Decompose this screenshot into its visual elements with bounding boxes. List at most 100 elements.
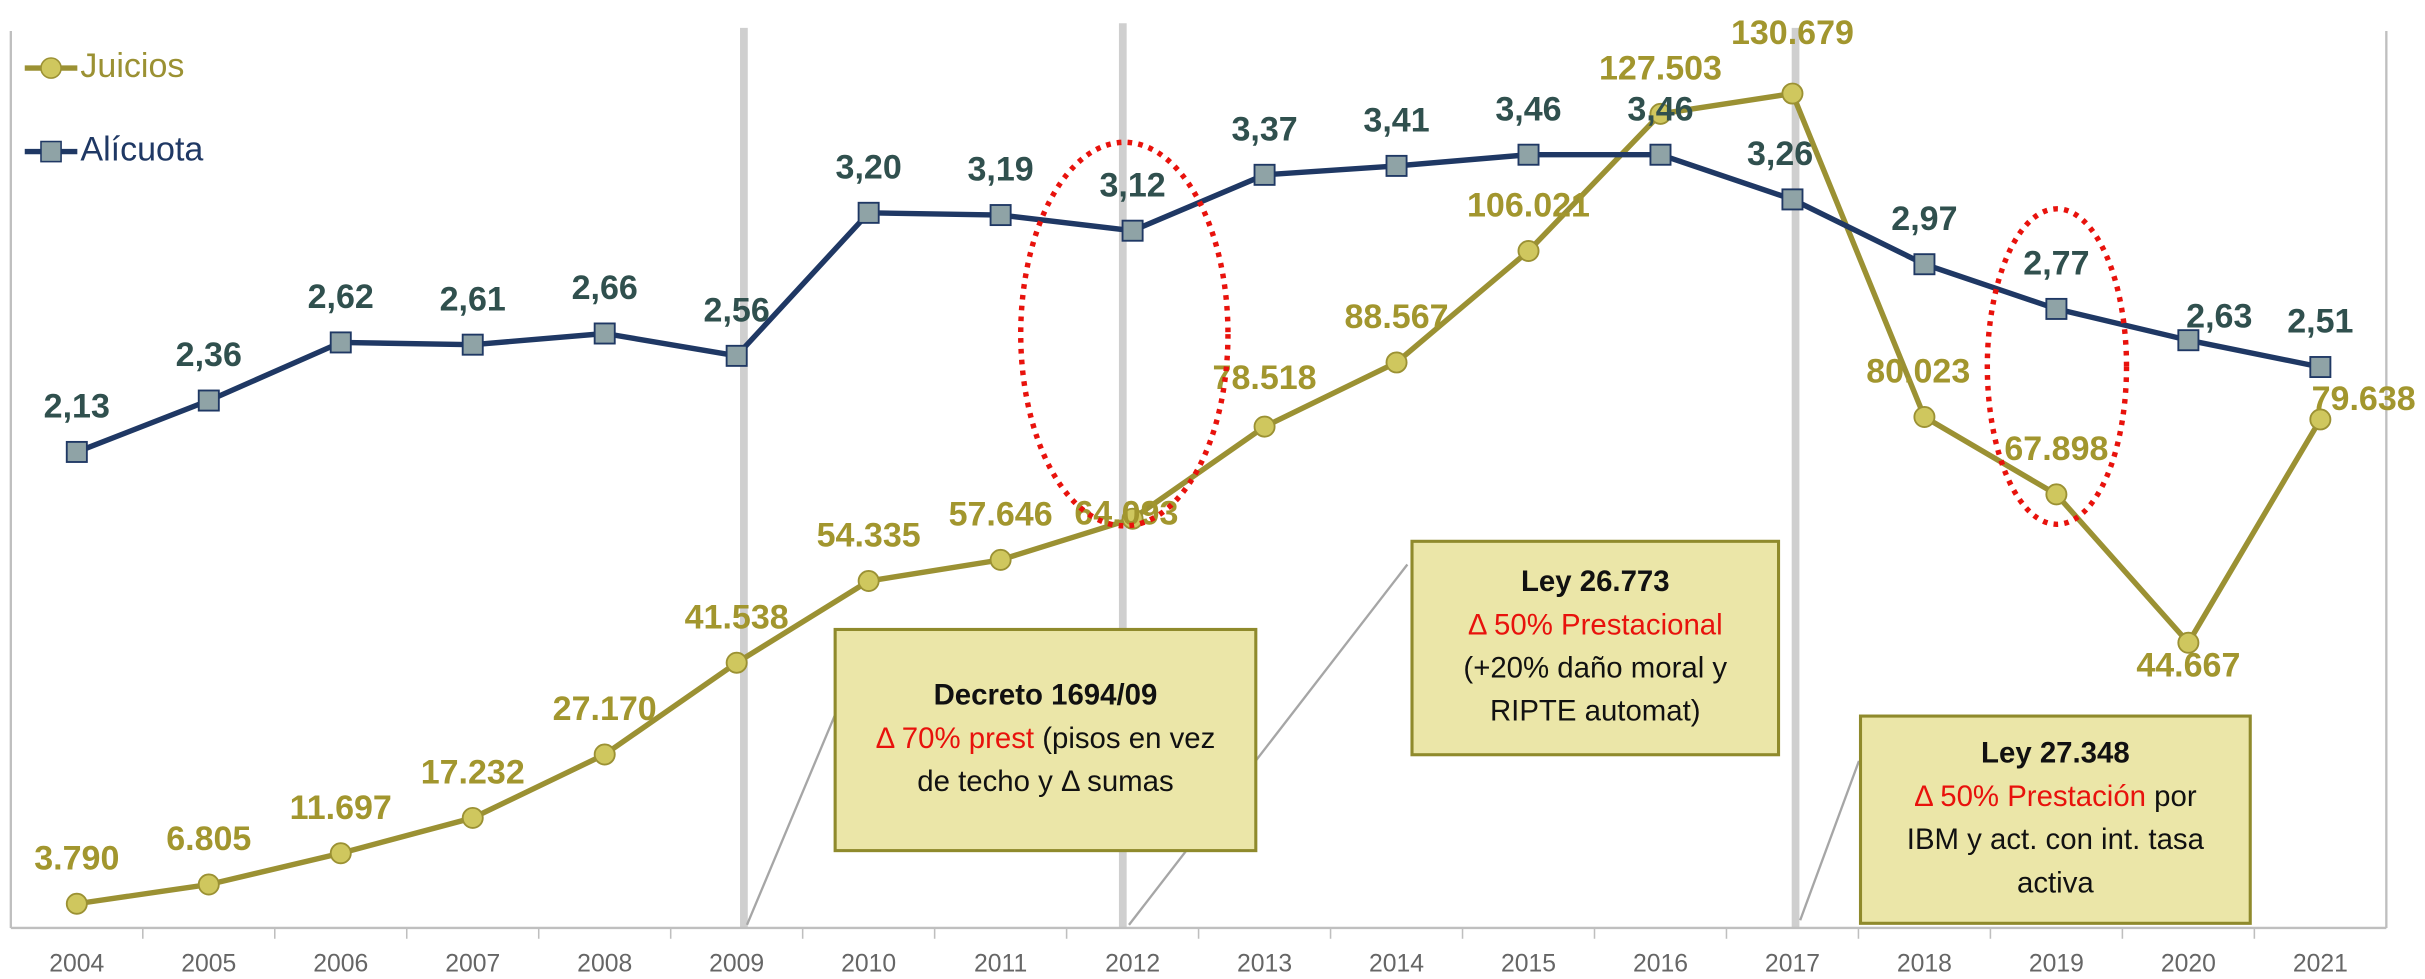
marker [857, 201, 880, 224]
x-tick-label: 2019 [2029, 951, 2084, 978]
data-label: 3,19 [968, 151, 1034, 189]
data-label: 2,61 [440, 280, 506, 318]
data-label: 79.638 [2312, 380, 2416, 418]
marker [329, 842, 352, 865]
x-tick-label: 2010 [841, 951, 896, 978]
annotation-highlight: Δ 70% prest [876, 722, 1034, 755]
marker [989, 204, 1012, 227]
x-tick-label: 2008 [577, 951, 632, 978]
annotation-line: Δ 50% Prestacional [1468, 608, 1723, 641]
marker [1385, 154, 1408, 177]
data-label: 11.697 [290, 789, 392, 827]
data-label: 2,62 [308, 278, 374, 316]
marker [1385, 351, 1408, 374]
marker [1649, 143, 1672, 166]
x-tick-label: 2004 [49, 951, 104, 978]
data-label: 130.679 [1731, 14, 1854, 52]
x-tick-label: 2013 [1237, 951, 1292, 978]
marker [1913, 406, 1936, 428]
annotation-box [1858, 714, 2252, 925]
x-tick-label: 2015 [1501, 951, 1556, 978]
marker [1781, 188, 1804, 211]
marker [1253, 415, 1276, 438]
x-tick-label: 2007 [445, 951, 500, 978]
data-label: 41.538 [685, 598, 789, 636]
annotation-highlight: Δ 50% Prestación [1914, 780, 2146, 813]
marker [593, 322, 616, 345]
x-tick-label: 2021 [2293, 951, 2348, 978]
data-label: 27.170 [553, 690, 657, 728]
marker [1913, 253, 1936, 276]
annotation-highlight: Δ 50% Prestacional [1468, 608, 1723, 641]
highlight-ellipse [1018, 139, 1231, 529]
marker [1649, 102, 1672, 125]
data-label: 80.023 [1866, 353, 1970, 391]
highlight-ellipse [1984, 206, 2130, 528]
plot: 2004 2005 2006 2007 2008 2009 2010 2011 2012 2013… [34, 14, 2415, 978]
data-label: 17.232 [421, 754, 525, 792]
legend: Juicios Alícuota [24, 47, 203, 169]
x-tick-label: 2006 [313, 951, 368, 978]
marker [725, 651, 748, 674]
annotation-line: RIPTE automat) [1490, 695, 1701, 728]
highlight-ellipses [1018, 139, 2130, 529]
x-tick-label: 2016 [1633, 951, 1688, 978]
annotation-title: Decreto 1694/09 [934, 679, 1158, 712]
callout-line [745, 714, 837, 926]
marker [65, 892, 88, 915]
annotation-box [1410, 539, 1781, 757]
annotation-line: Δ 70% prest (pisos en vez [876, 722, 1216, 755]
x-tick-label: 2014 [1369, 951, 1424, 978]
data-label: 2,51 [2287, 303, 2353, 341]
data-label: 2,97 [1891, 200, 1957, 238]
marker [461, 806, 484, 829]
data-label: 2,13 [44, 388, 110, 426]
annotations: Decreto 1694/09 Δ 70% prest (pisos en vez… [833, 539, 2252, 925]
data-label: 106.021 [1467, 187, 1590, 225]
data-label: 78.518 [1213, 359, 1317, 397]
x-tick-label: 2018 [1897, 951, 1952, 978]
series-line [75, 152, 2321, 455]
data-label: 3,20 [836, 149, 902, 187]
data-label: 44.667 [2136, 646, 2240, 684]
marker [1781, 82, 1804, 105]
data-label: 2,63 [2186, 298, 2252, 336]
data-label: 88.567 [1345, 298, 1449, 336]
annotation-box [833, 627, 1258, 853]
data-label: 127.503 [1599, 50, 1722, 88]
marker [329, 331, 352, 354]
data-label: 3,41 [1363, 102, 1429, 140]
marker [197, 873, 220, 896]
marker [2177, 329, 2200, 352]
legend-label: Alícuota [80, 131, 203, 169]
marker [1121, 219, 1144, 242]
data-label: 2,66 [572, 269, 638, 307]
x-tick-label: 2017 [1765, 951, 1820, 978]
marker [1121, 507, 1144, 530]
annotation-line: (+20% daño moral y [1463, 651, 1727, 684]
annotation-line: de techo y Δ sumas [917, 765, 1173, 798]
data-label: 57.646 [949, 496, 1053, 534]
annotation-text: por [2146, 780, 2197, 813]
legend-label: Juicios [80, 47, 184, 85]
data-label: 3,46 [1495, 90, 1561, 128]
legend-marker [40, 57, 62, 79]
annotation-line: Δ 50% Prestación por [1914, 780, 2197, 813]
marker [2177, 631, 2200, 654]
x-tick-label: 2011 [974, 951, 1027, 978]
marker [2309, 408, 2332, 431]
data-label: 6.805 [166, 820, 251, 858]
annotation-line: activa [2017, 866, 2094, 899]
legend-marker [40, 140, 62, 163]
marker [461, 333, 484, 356]
data-label: 3,26 [1747, 135, 1813, 173]
data-label: 3,46 [1627, 90, 1693, 128]
marker [593, 743, 616, 766]
data-label: 2,36 [176, 336, 242, 374]
data-label: 54.335 [817, 517, 921, 555]
data-label: 2,56 [704, 292, 770, 330]
marker [725, 344, 748, 367]
marker [1517, 143, 1540, 166]
callout-lines [745, 563, 1861, 926]
